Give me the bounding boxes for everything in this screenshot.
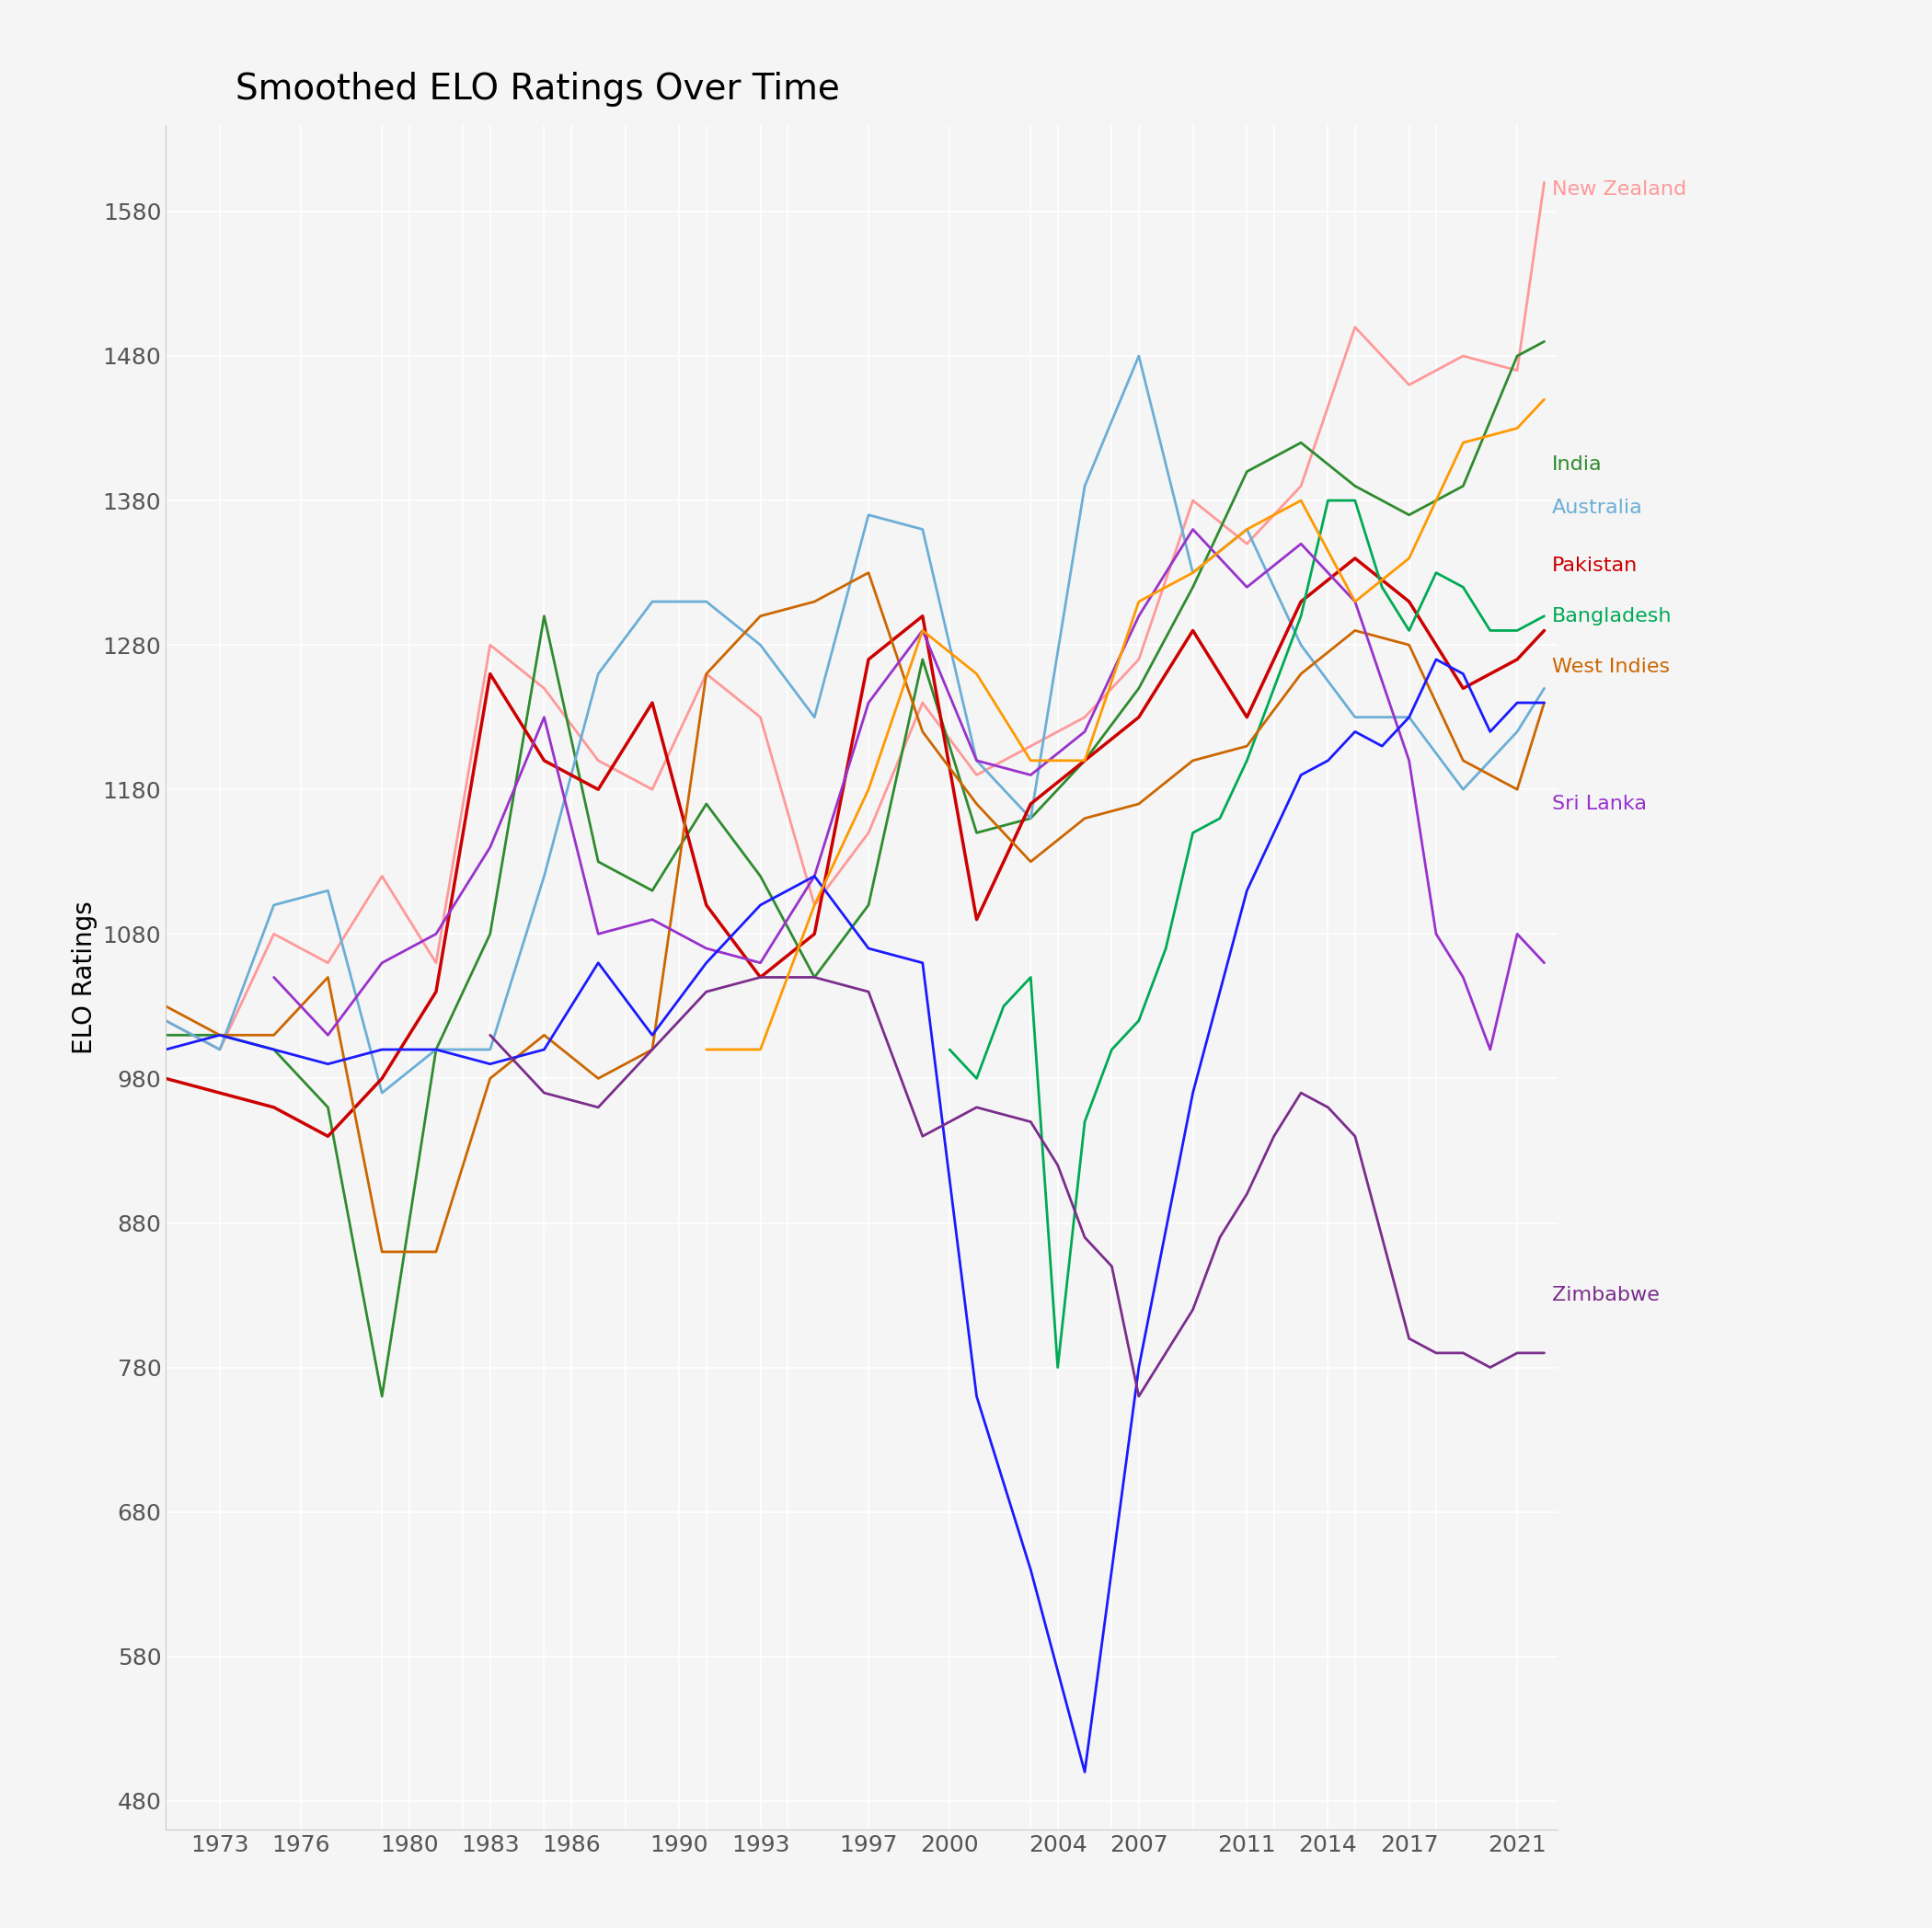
Text: Sri Lanka: Sri Lanka <box>1551 794 1648 814</box>
Text: Smoothed ELO Ratings Over Time: Smoothed ELO Ratings Over Time <box>236 71 840 106</box>
Text: West Indies: West Indies <box>1551 657 1669 677</box>
Text: Pakistan: Pakistan <box>1551 557 1638 575</box>
Y-axis label: ELO Ratings: ELO Ratings <box>71 900 97 1055</box>
Text: Zimbabwe: Zimbabwe <box>1551 1286 1660 1305</box>
Text: Australia: Australia <box>1551 499 1644 517</box>
Text: New Zealand: New Zealand <box>1551 181 1687 199</box>
Text: India: India <box>1551 455 1602 474</box>
Text: Bangladesh: Bangladesh <box>1551 607 1673 625</box>
